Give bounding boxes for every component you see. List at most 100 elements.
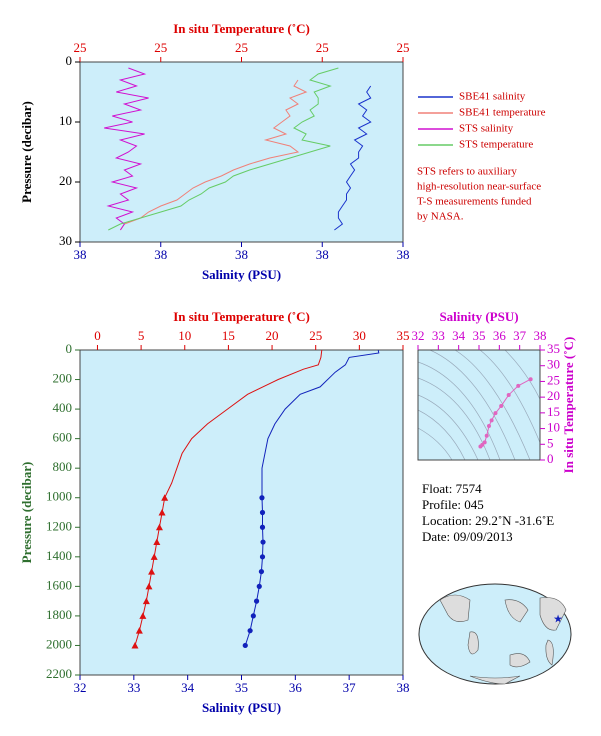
sample-point — [153, 538, 161, 546]
legend-label: STS salinity — [459, 123, 514, 135]
y-tick-label: 800 — [53, 459, 73, 474]
profile-line — [108, 67, 339, 231]
note-line: high-resolution near-surface — [417, 181, 541, 193]
float-info-line: Location: 29.2˚N -31.6˚E — [422, 513, 554, 528]
ts-point — [484, 433, 489, 438]
x2-tick-label: 10 — [178, 328, 191, 343]
y-tick-label: 1600 — [46, 577, 72, 592]
sample-point — [250, 613, 256, 619]
y2-tick-label: 0 — [547, 451, 554, 466]
x-tick-label: 38 — [397, 247, 410, 262]
x2-tick-label: 38 — [534, 328, 547, 343]
x2-tick-label: 35 — [473, 328, 486, 343]
ts-point — [486, 424, 491, 429]
sample-point — [259, 495, 265, 501]
ts-point — [516, 383, 521, 388]
x-axis-title: Salinity (PSU) — [202, 700, 281, 715]
sample-point — [148, 568, 156, 575]
y-axis-title: Pressure (decibar) — [19, 101, 34, 203]
sample-point — [150, 553, 158, 560]
y2-tick-label: 10 — [547, 420, 560, 435]
x2-tick-label: 35 — [397, 328, 410, 343]
ts-background — [418, 350, 540, 460]
legend-label: SBE41 temperature — [459, 107, 546, 119]
y-tick-label: 30 — [59, 233, 72, 248]
sample-point — [161, 494, 169, 501]
y-tick-label: 2200 — [46, 666, 72, 681]
x2-tick-label: 37 — [513, 328, 527, 343]
x2-tick-label: 25 — [154, 40, 167, 55]
sample-point — [253, 598, 260, 604]
ts-point — [499, 403, 504, 408]
float-info-line: Profile: 045 — [422, 497, 484, 512]
y-tick-label: 1000 — [46, 489, 72, 504]
x2-tick-label: 5 — [138, 328, 145, 343]
sample-point — [258, 568, 265, 575]
sample-point — [139, 612, 147, 619]
y2-tick-label: 35 — [547, 341, 560, 356]
sample-point — [259, 509, 266, 516]
plot-area — [80, 350, 403, 675]
legend-label: SBE41 salinity — [459, 91, 526, 103]
x-tick-label: 36 — [289, 680, 303, 695]
x-axis-title: Salinity (PSU) — [202, 267, 281, 282]
x-tick-label: 38 — [154, 247, 167, 262]
ts-point — [528, 377, 533, 382]
y-tick-label: 1400 — [46, 548, 72, 563]
sample-point — [242, 642, 248, 649]
x-tick-label: 38 — [235, 247, 248, 262]
y2-tick-label: 25 — [547, 372, 560, 387]
sample-point — [247, 628, 253, 634]
y-tick-label: 2000 — [46, 636, 72, 651]
sample-point — [259, 524, 266, 530]
y2-tick-label: 20 — [547, 388, 560, 403]
note-line: STS refers to auxiliary — [417, 166, 517, 178]
ts-point — [493, 411, 498, 416]
x-tick-label: 33 — [127, 680, 140, 695]
x2-tick-label: 32 — [412, 328, 425, 343]
note-line: T-S measurements funded — [417, 196, 532, 208]
x2-axis-title: In situ Temperature (˚C) — [173, 309, 310, 324]
x2-tick-label: 25 — [235, 40, 248, 55]
x2-tick-label: 15 — [222, 328, 235, 343]
y2-tick-label: 30 — [547, 357, 560, 372]
sample-point — [135, 627, 143, 634]
x-tick-label: 38 — [397, 680, 410, 695]
x-tick-label: 38 — [316, 247, 329, 262]
x2-tick-label: 25 — [74, 40, 87, 55]
x2-tick-label: 30 — [353, 328, 366, 343]
x-tick-label: 37 — [343, 680, 357, 695]
y-tick-label: 600 — [53, 430, 73, 445]
sample-point — [142, 597, 150, 605]
y2-tick-label: 5 — [547, 435, 554, 450]
profile-line — [119, 79, 308, 231]
ts-point — [506, 392, 511, 397]
y-tick-label: 10 — [59, 113, 72, 128]
sample-point — [260, 539, 266, 545]
y-tick-label: 200 — [53, 371, 73, 386]
sample-point — [145, 582, 153, 590]
x2-tick-label: 25 — [316, 40, 329, 55]
x-tick-label: 38 — [74, 247, 87, 262]
x2-tick-label: 33 — [432, 328, 445, 343]
x2-tick-label: 25 — [309, 328, 322, 343]
y2-tick-label: 15 — [547, 404, 560, 419]
x2-tick-label: 0 — [94, 328, 101, 343]
profile-line — [261, 349, 380, 498]
y-tick-label: 1200 — [46, 518, 72, 533]
ts-point — [480, 442, 485, 447]
sample-point — [131, 641, 139, 649]
y-tick-label: 0 — [66, 341, 73, 356]
x2-tick-label: 25 — [397, 40, 410, 55]
x2-tick-label: 36 — [493, 328, 507, 343]
y-tick-label: 0 — [66, 53, 73, 68]
profile-line — [104, 67, 149, 231]
profile-line — [334, 85, 372, 231]
land — [439, 594, 567, 685]
profile-line — [164, 349, 323, 498]
x-tick-label: 35 — [235, 680, 248, 695]
float-info-line: Date: 09/09/2013 — [422, 529, 513, 544]
note-line: by NASA. — [417, 211, 464, 223]
